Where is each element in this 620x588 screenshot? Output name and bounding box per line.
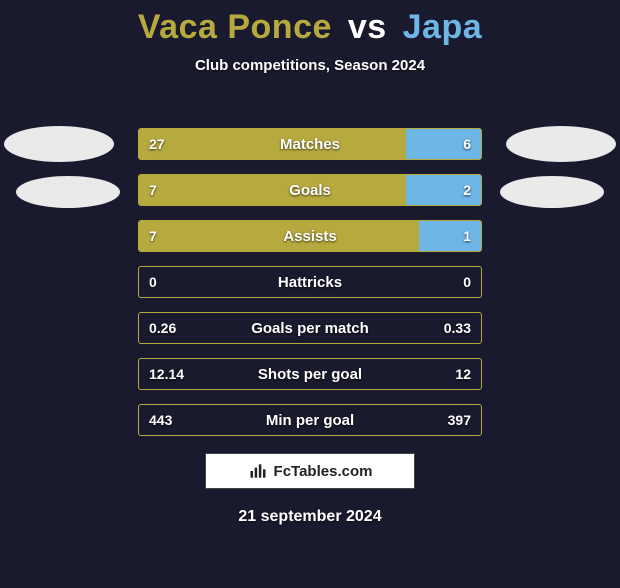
- subtitle: Club competitions, Season 2024: [0, 57, 620, 74]
- stat-row: 0.26 0.33Goals per match: [138, 312, 482, 344]
- stat-value-right: 6: [453, 129, 481, 159]
- stat-value-right: 12: [445, 359, 481, 389]
- stat-row: 12.1412Shots per goal: [138, 358, 482, 390]
- stat-value-right: 1: [453, 221, 481, 251]
- vs-label: vs: [348, 8, 387, 46]
- player1-name: Vaca Ponce: [138, 8, 332, 46]
- stat-fill-left: [139, 221, 419, 251]
- stat-label: Min per goal: [139, 405, 481, 435]
- player2-name: Japa: [403, 8, 483, 46]
- stat-value-left: 27: [139, 129, 175, 159]
- stat-row: 276Matches: [138, 128, 482, 160]
- stat-value-left: 7: [139, 175, 167, 205]
- stats-bars: 276Matches72Goals71Assists00Hattricks0.2…: [138, 128, 482, 450]
- brand-box[interactable]: FcTables.com: [205, 453, 415, 489]
- player2-photo: [506, 126, 616, 162]
- stat-row: 72Goals: [138, 174, 482, 206]
- stat-row: 71Assists: [138, 220, 482, 252]
- stat-label: Goals per match: [139, 313, 481, 343]
- stat-label: Hattricks: [139, 267, 481, 297]
- stat-row: 0 0Hattricks: [138, 266, 482, 298]
- stat-value-right: 0.33: [434, 313, 481, 343]
- date-label: 21 september 2024: [0, 508, 620, 526]
- player1-photo-alt: [16, 176, 120, 208]
- stat-fill-left: [139, 129, 406, 159]
- stat-row: 443 397Min per goal: [138, 404, 482, 436]
- stat-value-left: 0.26: [139, 313, 186, 343]
- stat-value-left: 443: [139, 405, 182, 435]
- stat-value-left: 7: [139, 221, 167, 251]
- page-title: Vaca Ponce vs Japa: [0, 8, 620, 47]
- stat-value-left: 0: [139, 267, 167, 297]
- player2-photo-alt: [500, 176, 604, 208]
- stat-value-left: 12.14: [139, 359, 194, 389]
- brand-label: FcTables.com: [274, 463, 373, 480]
- player1-photo: [4, 126, 114, 162]
- stat-value-right: 397: [438, 405, 481, 435]
- stat-value-right: 2: [453, 175, 481, 205]
- stat-value-right: 0: [453, 267, 481, 297]
- brand-chart-icon: [248, 461, 268, 481]
- stat-fill-left: [139, 175, 406, 205]
